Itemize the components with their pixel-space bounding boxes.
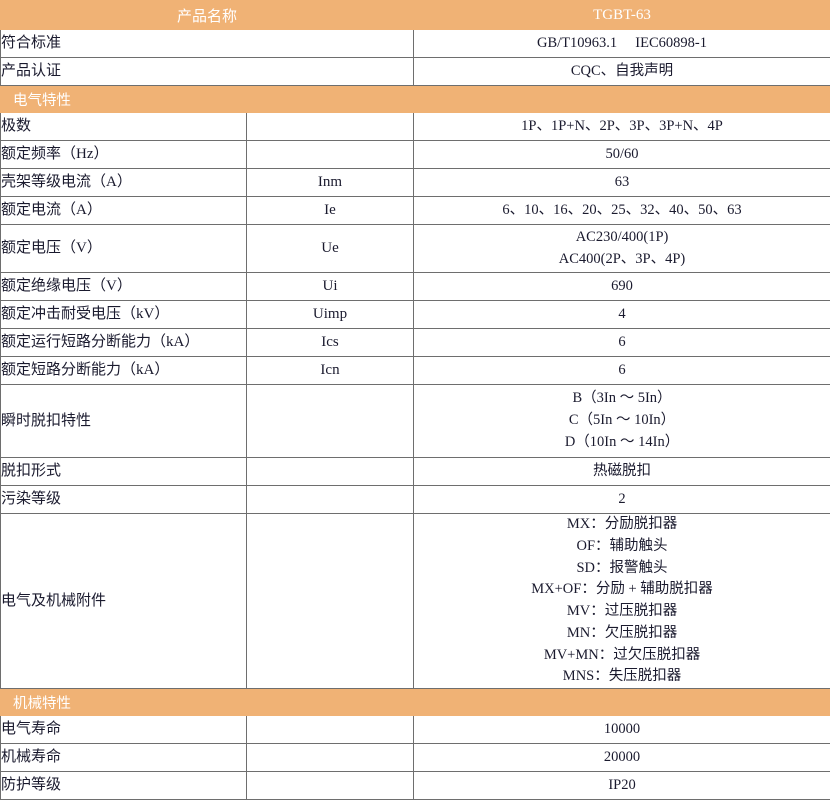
row-symbol-0-2: Inm: [247, 169, 414, 197]
row-value-1-0: 10000: [414, 716, 830, 744]
row-label-1-1: 机械寿命: [1, 744, 247, 772]
value-text: MX：分励脱扣器 OF：辅助触头 SD：报警触头 MX+OF：分励 + 辅助脱扣…: [531, 516, 713, 684]
value-text: 20000: [604, 749, 640, 765]
row-symbol-1-1: [247, 744, 414, 772]
table-row: 壳架等级电流（A）Inm 63: [1, 169, 830, 197]
row-symbol-0-1: [247, 141, 414, 169]
row-label-0-6: 额定冲击耐受电压（kV）: [1, 301, 247, 329]
value-text: 6: [618, 362, 625, 378]
table-row: 额定短路分断能力（kA）Icn 6: [1, 357, 830, 385]
row-symbol-0-10: [247, 458, 414, 486]
row-label-0-10: 脱扣形式: [1, 458, 247, 486]
row-label-0-2: 壳架等级电流（A）: [1, 169, 247, 197]
row-value-1-1: 20000: [414, 744, 830, 772]
row-value-0-1: 50/60: [414, 141, 830, 169]
header-label-cell: 产品名称: [1, 1, 414, 30]
row-label-1-2: 防护等级: [1, 772, 247, 800]
row-value-0: GB/T10963.1 IEC60898-1: [414, 30, 830, 58]
row-symbol-0-11: [247, 486, 414, 514]
row-value-0-8: 6: [414, 357, 830, 385]
table-row: 极数 1P、1P+N、2P、3P、3P+N、4P: [1, 113, 830, 141]
table-row: 瞬时脱扣特性 B（3In ～ 5In） C（5In ～ 10In） D（10In …: [1, 385, 830, 458]
row-label-0-11: 污染等级: [1, 486, 247, 514]
row-symbol-0-7: Ics: [247, 329, 414, 357]
row-label-1-0: 电气寿命: [1, 716, 247, 744]
value-text: 6、10、16、20、25、32、40、50、63: [502, 202, 741, 218]
row-value-0-4: AC230/400(1P) AC400(2P、3P、4P): [414, 225, 830, 273]
row-label-0-1: 额定频率（Hz）: [1, 141, 247, 169]
value-text: B（3In ～ 5In） C（5In ～ 10In） D（10In ～ 14In…: [565, 390, 679, 450]
row-symbol-0-0: [247, 113, 414, 141]
row-label-0-0: 极数: [1, 113, 247, 141]
header-product-name-cell: TGBT-63: [414, 1, 830, 30]
row-value-0-0: 1P、1P+N、2P、3P、3P+N、4P: [414, 113, 830, 141]
row-symbol-0-9: [247, 385, 414, 458]
value-text: 热磁脱扣: [593, 463, 651, 479]
row-value-0-10: 热磁脱扣: [414, 458, 830, 486]
table-row: 额定频率（Hz） 50/60: [1, 141, 830, 169]
value-text: 4: [618, 306, 625, 322]
row-value-0-6: 4: [414, 301, 830, 329]
row-value-0-12: MX：分励脱扣器 OF：辅助触头 SD：报警触头 MX+OF：分励 + 辅助脱扣…: [414, 514, 830, 689]
row-symbol-0-6: Uimp: [247, 301, 414, 329]
table-row: 额定运行短路分断能力（kA）Ics 6: [1, 329, 830, 357]
row-label-0-7: 额定运行短路分断能力（kA）: [1, 329, 247, 357]
value-text: 1P、1P+N、2P、3P、3P+N、4P: [521, 118, 723, 134]
row-symbol-1-0: [247, 716, 414, 744]
table-row: 污染等级 2: [1, 486, 830, 514]
value-text: 10000: [604, 721, 640, 737]
table-row: 额定绝缘电压（V）Ui 690: [1, 273, 830, 301]
section-header-row: 机械特性: [1, 689, 830, 716]
row-symbol-1-2: [247, 772, 414, 800]
table-row: 机械寿命 20000: [1, 744, 830, 772]
table-row: 额定冲击耐受电压（kV）Uimp 4: [1, 301, 830, 329]
value-text: 690: [611, 278, 633, 294]
row-value-0-2: 63: [414, 169, 830, 197]
table-row: 电气及机械附件 MX：分励脱扣器 OF：辅助触头 SD：报警触头 MX+OF：分励…: [1, 514, 830, 689]
section-title-1: 机械特性: [1, 689, 830, 716]
value-text: 6: [618, 334, 625, 350]
section-header-row: 电气特性: [1, 86, 830, 113]
row-value-1: CQC、自我声明: [414, 58, 830, 86]
table-row: 脱扣形式 热磁脱扣: [1, 458, 830, 486]
row-symbol-0-5: Ui: [247, 273, 414, 301]
table-row: 防护等级 IP20: [1, 772, 830, 800]
row-label-0-5: 额定绝缘电压（V）: [1, 273, 247, 301]
value-text: IP20: [608, 777, 635, 793]
row-label-0-8: 额定短路分断能力（kA）: [1, 357, 247, 385]
row-symbol-0-8: Icn: [247, 357, 414, 385]
row-value-0-7: 6: [414, 329, 830, 357]
row-value-0-5: 690: [414, 273, 830, 301]
table-row: 额定电流（A）Ie 6、10、16、20、25、32、40、50、63: [1, 197, 830, 225]
row-value-0-11: 2: [414, 486, 830, 514]
section-title-0: 电气特性: [1, 86, 830, 113]
value-text: 2: [618, 491, 625, 507]
row-label-0-12: 电气及机械附件: [1, 514, 247, 689]
row-label-0-9: 瞬时脱扣特性: [1, 385, 247, 458]
row-value-0-9: B（3In ～ 5In） C（5In ～ 10In） D（10In ～ 14In…: [414, 385, 830, 458]
value-text: 50/60: [606, 146, 639, 162]
row-label-0: 符合标准: [1, 30, 414, 58]
row-label-0-4: 额定电压（V）: [1, 225, 247, 273]
value-text: 63: [615, 174, 630, 190]
row-symbol-0-12: [247, 514, 414, 689]
row-value-1-2: IP20: [414, 772, 830, 800]
row-label-0-3: 额定电流（A）: [1, 197, 247, 225]
value-text: AC230/400(1P) AC400(2P、3P、4P): [559, 229, 686, 267]
row-symbol-0-4: Ue: [247, 225, 414, 273]
table-row: 电气寿命 10000: [1, 716, 830, 744]
row-value-0-3: 6、10、16、20、25、32、40、50、63: [414, 197, 830, 225]
row-label-1: 产品认证: [1, 58, 414, 86]
table-row: 额定电压（V）Ue AC230/400(1P) AC400(2P、3P、4P): [1, 225, 830, 273]
row-symbol-0-3: Ie: [247, 197, 414, 225]
